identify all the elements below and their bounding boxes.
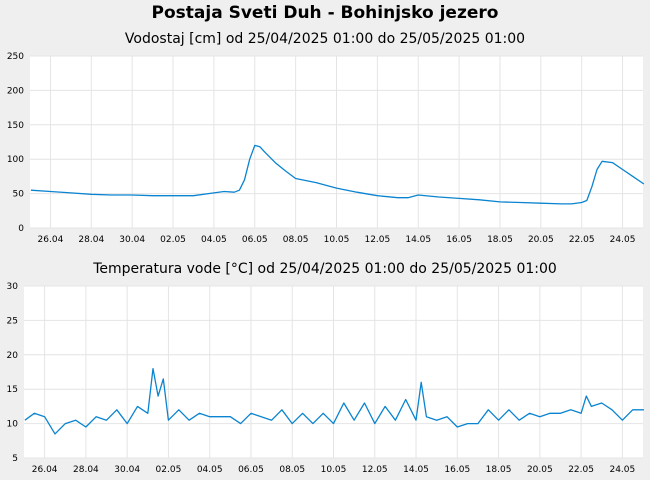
x-tick-label: 14.05 [405, 235, 431, 245]
y-tick-label: 30 [7, 282, 19, 292]
water-temperature-chart-title: Temperatura vode [°C] od 25/04/2025 01:0… [93, 261, 557, 277]
x-tick-label: 10.05 [321, 465, 347, 475]
x-tick-label: 04.05 [197, 465, 223, 475]
x-tick-label: 28.04 [78, 235, 104, 245]
x-tick-label: 30.04 [114, 465, 140, 475]
x-tick-label: 16.05 [446, 235, 472, 245]
y-tick-label: 100 [7, 155, 24, 165]
x-tick-label: 08.05 [279, 465, 305, 475]
series-line [24, 367, 644, 435]
y-tick-label: 150 [7, 121, 24, 131]
water-level-chart: 0 50 100 150 200 250 26.04 28.04 30.04 02.05 04.05… [7, 52, 645, 245]
x-tick-label: 20.05 [527, 465, 553, 475]
x-tick-label: 16.05 [444, 465, 470, 475]
x-tick-label: 12.05 [362, 465, 388, 475]
x-tick-label: 22.05 [569, 235, 595, 245]
x-tick-label: 24.05 [610, 235, 636, 245]
x-tick-label: 08.05 [283, 235, 309, 245]
x-tick-label: 30.04 [119, 235, 145, 245]
x-tick-label: 24.05 [609, 465, 635, 475]
x-tick-label: 28.04 [73, 465, 99, 475]
x-tick-label: 04.05 [201, 235, 227, 245]
y-tick-label: 20 [7, 351, 19, 361]
y-tick-label: 200 [7, 86, 24, 96]
page-title: Postaja Sveti Duh - Bohinjsko jezero [151, 3, 499, 23]
y-tick-label: 5 [12, 454, 18, 464]
x-tick-label: 26.04 [38, 235, 64, 245]
series-line [30, 144, 645, 205]
y-tick-label: 250 [7, 52, 24, 62]
water-temperature-chart: 5 10 15 20 25 30 26.04 28.04 30.04 02.05 04.05 06.0… [7, 282, 644, 475]
x-tick-label: 18.05 [487, 235, 513, 245]
x-tick-label: 02.05 [160, 235, 186, 245]
x-tick-label: 02.05 [156, 465, 182, 475]
y-tick-label: 10 [7, 420, 19, 430]
y-tick-label: 25 [7, 316, 18, 326]
y-tick-label: 50 [13, 190, 25, 200]
x-tick-label: 10.05 [324, 235, 350, 245]
x-tick-label: 12.05 [364, 235, 390, 245]
water-level-chart-title: Vodostaj [cm] od 25/04/2025 01:00 do 25/… [124, 31, 526, 47]
x-tick-label: 22.05 [568, 465, 594, 475]
x-tick-label: 06.05 [238, 465, 264, 475]
x-tick-label: 20.05 [528, 235, 554, 245]
x-tick-label: 06.05 [242, 235, 268, 245]
x-tick-label: 14.05 [403, 465, 429, 475]
x-tick-label: 26.04 [32, 465, 58, 475]
y-tick-label: 0 [18, 224, 24, 234]
y-tick-label: 15 [7, 385, 18, 395]
x-tick-label: 18.05 [486, 465, 512, 475]
